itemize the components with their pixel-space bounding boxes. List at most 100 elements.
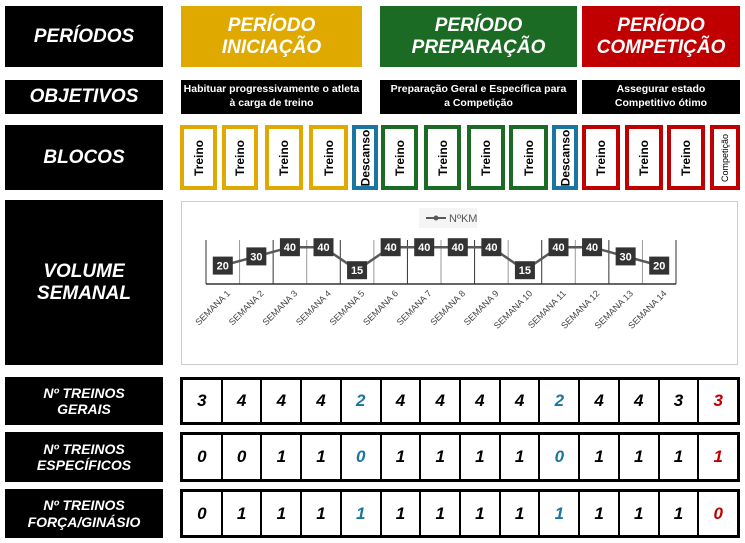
block-1: Treino xyxy=(180,125,217,190)
cell-gerais-2: 4 xyxy=(223,380,263,422)
cell-forca-5: 1 xyxy=(342,492,382,535)
chart-svg: NºKM 20 30 40 40 15 40 40 40 40 15 40 40 30 20 SEMANA 1… xyxy=(193,208,677,331)
label-periodos: PERÍODOS xyxy=(5,6,163,67)
x-tick-label: SEMANA 8 xyxy=(428,288,467,327)
block-label: Descanso xyxy=(358,129,373,186)
data-label: 40 xyxy=(452,242,464,254)
block-label: Treino xyxy=(435,139,450,176)
label-gerais: Nº TREINOS GERAIS xyxy=(5,377,163,425)
data-label: 40 xyxy=(317,242,329,254)
cell-especificos-5: 0 xyxy=(342,435,382,479)
data-label: 40 xyxy=(552,242,564,254)
volume-chart: NºKM 20 30 40 40 15 40 40 40 40 15 40 40 30 20 SEMANA 1… xyxy=(181,201,738,365)
legend xyxy=(419,208,477,228)
block-7: Treino xyxy=(424,125,461,190)
data-label: 40 xyxy=(284,242,296,254)
cell-gerais-4: 4 xyxy=(302,380,342,422)
cell-especificos-2: 0 xyxy=(223,435,263,479)
data-point xyxy=(347,261,368,280)
cell-gerais-3: 4 xyxy=(262,380,303,422)
block-5: Descanso xyxy=(352,125,378,190)
cell-gerais-5: 2 xyxy=(342,380,382,422)
objective-iniciacao: Habituar progressivamente o atleta à car… xyxy=(181,80,362,114)
cell-forca-13: 1 xyxy=(660,492,700,535)
data-label: 20 xyxy=(653,261,665,273)
block-label: Competição xyxy=(720,133,730,182)
cell-forca-7: 1 xyxy=(421,492,462,535)
data-point xyxy=(514,261,535,280)
cell-especificos-11: 1 xyxy=(580,435,620,479)
block-label: Treino xyxy=(233,139,248,176)
cell-especificos-13: 1 xyxy=(660,435,700,479)
cell-forca-1: 0 xyxy=(183,492,223,535)
x-tick-label: SEMANA 4 xyxy=(294,288,333,327)
block-12: Treino xyxy=(625,125,663,190)
cell-forca-4: 1 xyxy=(302,492,342,535)
block-2: Treino xyxy=(222,125,258,190)
x-tick-label: SEMANA 2 xyxy=(227,288,266,327)
data-point xyxy=(649,256,670,275)
block-label: Treino xyxy=(191,139,206,176)
label-blocos: BLOCOS xyxy=(5,125,163,190)
cell-forca-8: 1 xyxy=(461,492,501,535)
data-point xyxy=(582,238,603,257)
data-point xyxy=(414,238,435,257)
block-14: Competição xyxy=(710,125,740,190)
block-label: Treino xyxy=(392,139,407,176)
x-tick-label: SEMANA 7 xyxy=(395,288,434,327)
cell-forca-14: 0 xyxy=(713,503,723,523)
data-label: 20 xyxy=(217,261,229,273)
cell-especificos-7: 1 xyxy=(421,435,462,479)
block-label: Treino xyxy=(637,139,652,176)
data-label: 40 xyxy=(418,242,430,254)
data-point xyxy=(380,238,401,257)
cell-especificos-14: 1 xyxy=(713,447,723,466)
period-iniciacao: PERÍODO INICIAÇÃO xyxy=(181,6,362,67)
cell-forca-12: 1 xyxy=(620,492,660,535)
label-especificos: Nº TREINOS ESPECÍFICOS xyxy=(5,432,163,482)
data-point xyxy=(447,238,468,257)
block-10: Descanso xyxy=(552,125,578,190)
cell-forca-11: 1 xyxy=(580,492,620,535)
data-label: 40 xyxy=(485,242,497,254)
cell-gerais-8: 4 xyxy=(461,380,501,422)
legend-marker-icon xyxy=(433,215,439,221)
block-label: Descanso xyxy=(558,129,573,186)
block-label: Treino xyxy=(277,139,292,176)
cell-especificos-12: 1 xyxy=(620,435,660,479)
cell-especificos-9: 1 xyxy=(501,435,541,479)
block-13: Treino xyxy=(667,125,705,190)
x-tick-label: SEMANA 3 xyxy=(260,288,299,327)
cell-especificos-4: 1 xyxy=(302,435,342,479)
block-label: Treino xyxy=(679,139,694,176)
data-point xyxy=(615,247,636,266)
block-11: Treino xyxy=(582,125,620,190)
period-competicao: PERÍODO COMPETIÇÃO xyxy=(582,6,740,67)
block-9: Treino xyxy=(509,125,548,190)
block-4: Treino xyxy=(309,125,348,190)
legend-label: NºKM xyxy=(449,213,477,225)
block-label: Treino xyxy=(594,139,609,176)
block-6: Treino xyxy=(381,125,418,190)
data-point xyxy=(246,247,267,266)
cell-forca-2: 1 xyxy=(223,492,263,535)
cell-forca-9: 1 xyxy=(501,492,541,535)
cell-forca-6: 1 xyxy=(382,492,422,535)
cell-especificos-8: 1 xyxy=(461,435,501,479)
label-volume: VOLUME SEMANAL xyxy=(5,200,163,365)
data-label: 15 xyxy=(351,265,363,277)
block-label: Treino xyxy=(321,139,336,176)
cell-gerais-7: 4 xyxy=(421,380,462,422)
label-forca: Nº TREINOS FORÇA/GINÁSIO xyxy=(5,489,163,538)
cell-especificos-10: 0 xyxy=(540,435,581,479)
cell-gerais-14: 3 xyxy=(713,391,723,410)
cell-gerais-13: 3 xyxy=(660,380,700,422)
data-point xyxy=(481,238,502,257)
data-label: 40 xyxy=(586,242,598,254)
block-label: Treino xyxy=(479,139,494,176)
x-tick-label: SEMANA 5 xyxy=(328,288,367,327)
cell-forca-3: 1 xyxy=(262,492,303,535)
block-label: Treino xyxy=(521,139,536,176)
